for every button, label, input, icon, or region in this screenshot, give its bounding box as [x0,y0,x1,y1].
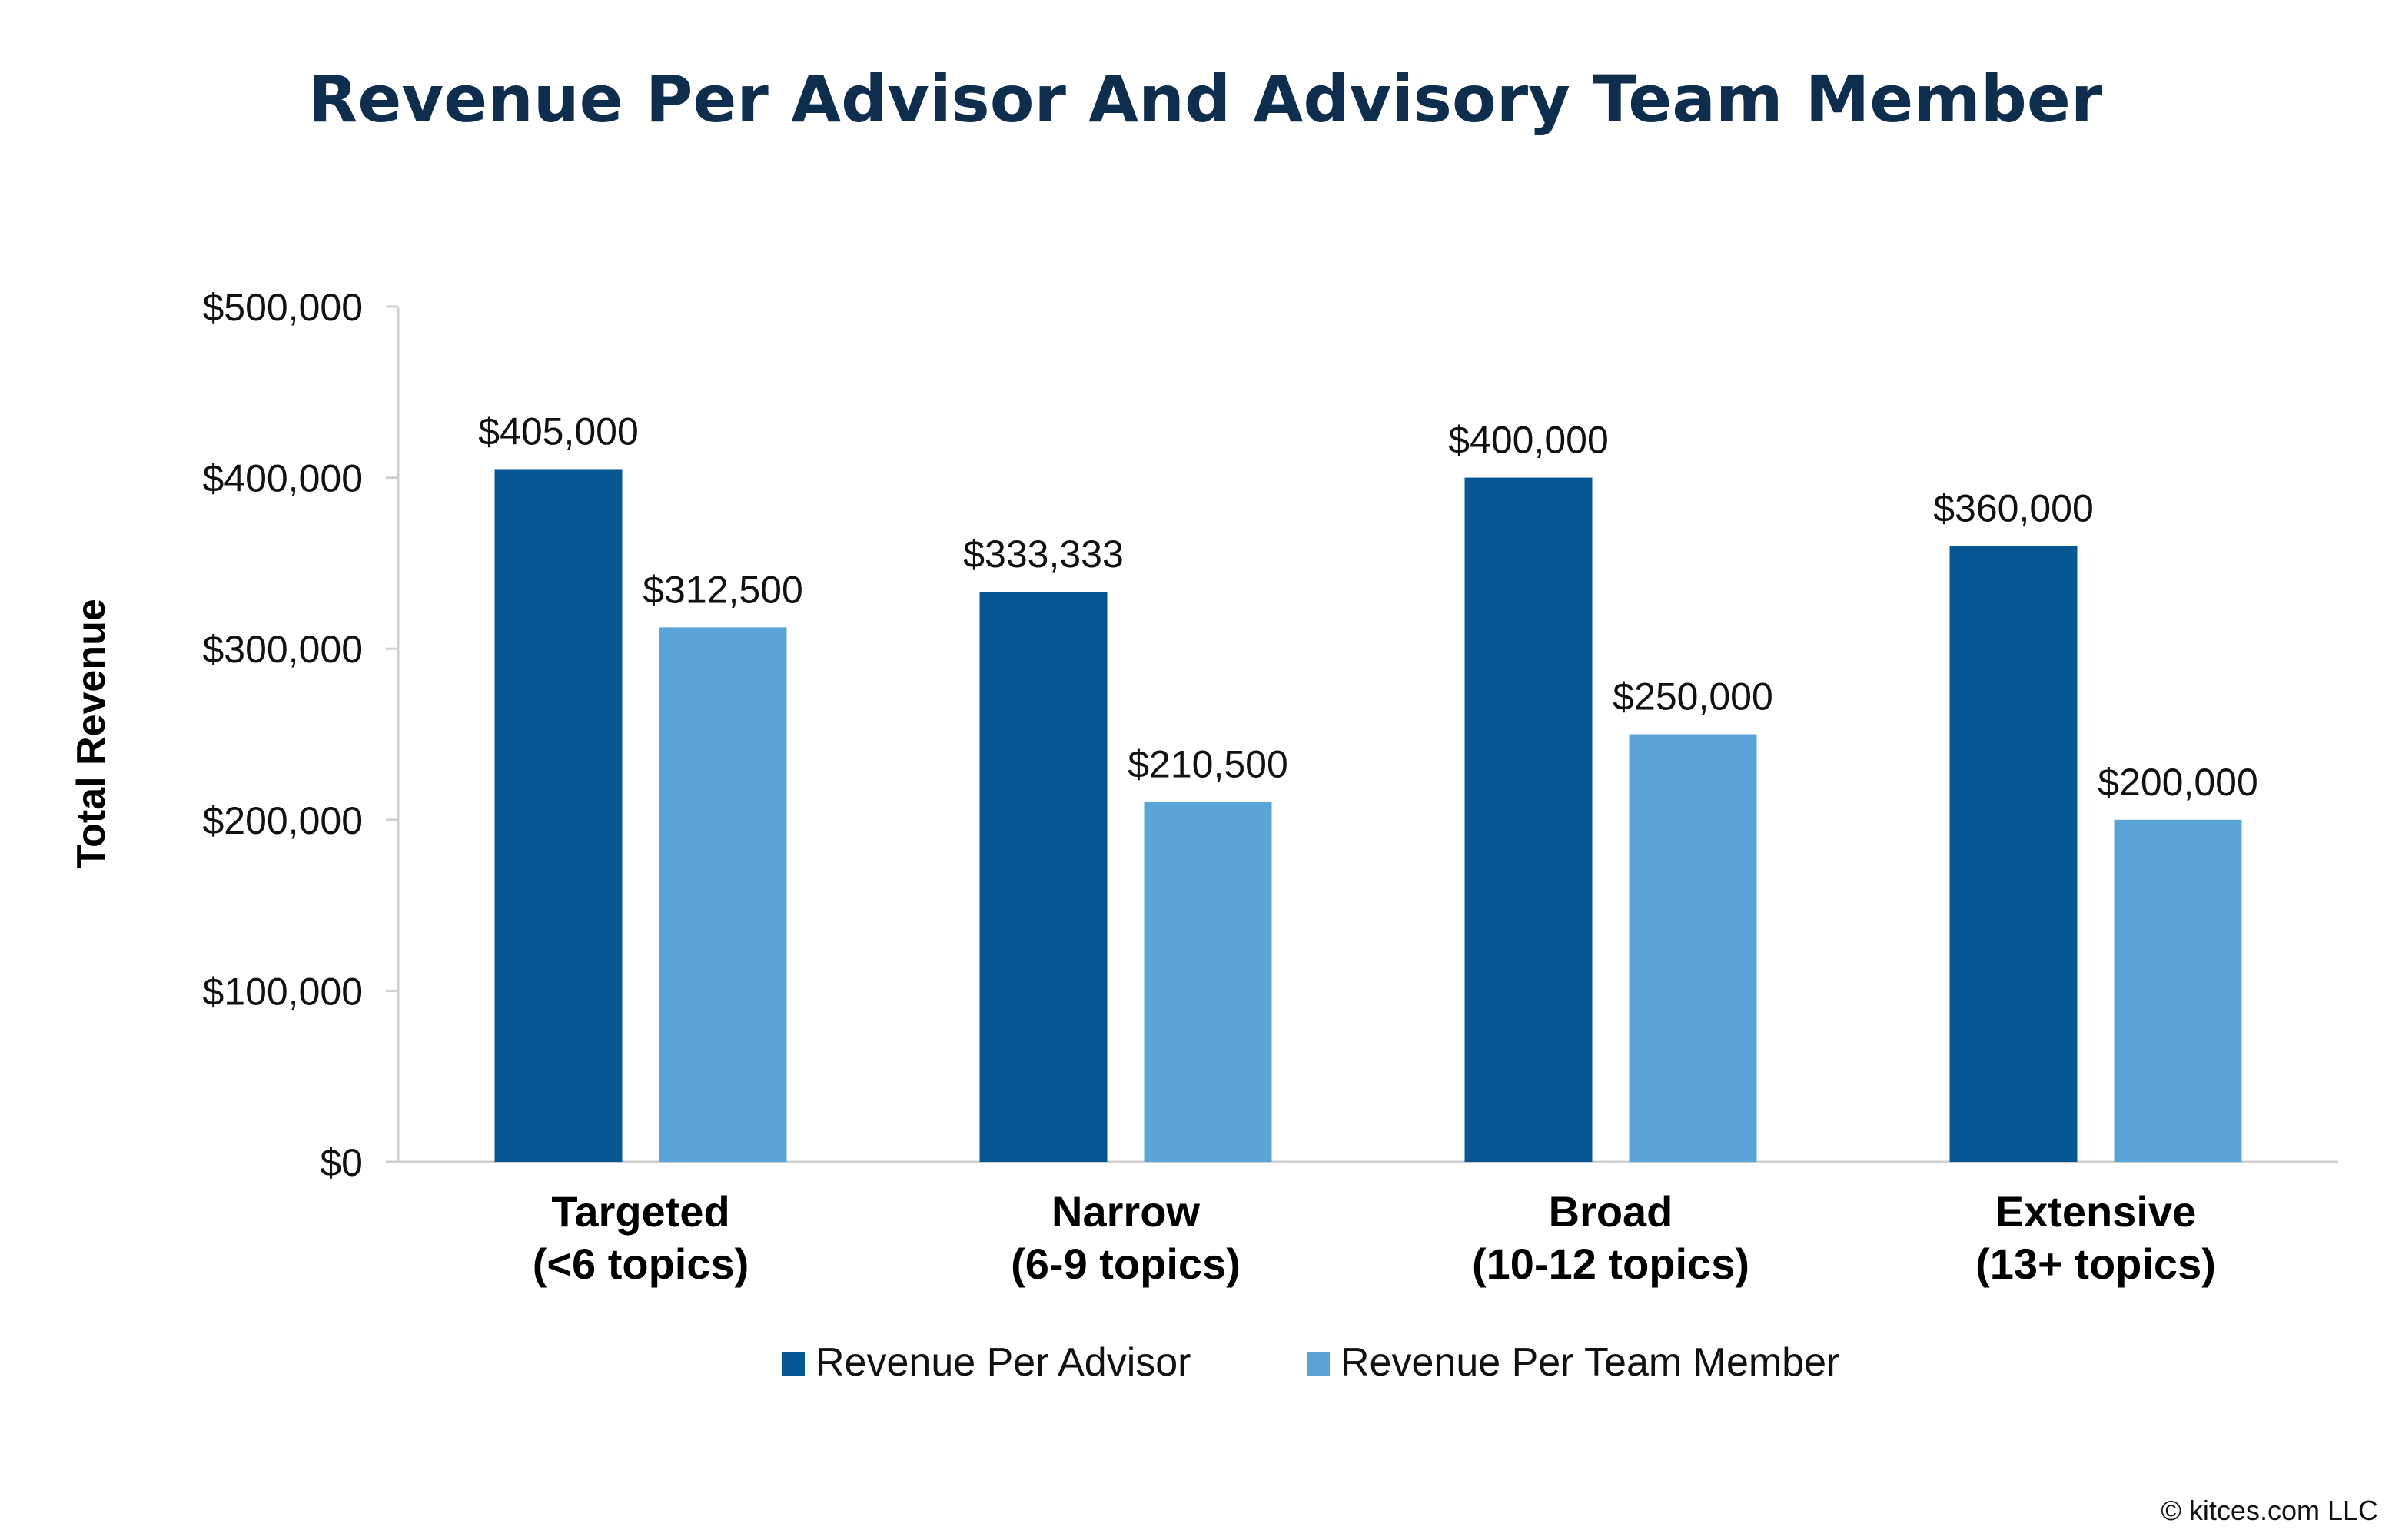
y-axis-title: Total Revenue [69,599,114,869]
data-label: $333,333 [963,533,1124,576]
y-tick-label: $400,000 [202,457,363,500]
bar [1464,477,1593,1162]
data-label: $400,000 [1448,419,1609,462]
x-tick-label: (<6 topics) [533,1240,749,1288]
y-tick-label: $200,000 [202,799,363,842]
data-labels-group: $405,000 $312,500 $333,333 $210,500 $400,000… [478,410,2258,803]
bar [979,592,1108,1162]
bar [494,469,623,1162]
x-tick-label: Narrow [1051,1187,1200,1236]
x-tick-label: (13+ topics) [1975,1240,2216,1288]
chart-title: Revenue Per Advisor And Advisory Team Me… [308,61,2103,137]
copyright-credit: © kitces.com LLC [2161,1495,2378,1526]
bar [2114,819,2242,1162]
x-tick-label: (6-9 topics) [1011,1240,1241,1288]
data-label: $210,500 [1128,742,1288,785]
bars-group [494,469,2242,1162]
data-label: $250,000 [1613,675,1773,719]
legend: Revenue Per Advisor Revenue Per Team Memb… [782,1340,1839,1385]
legend-label: Revenue Per Team Member [1341,1340,1839,1385]
data-label: $312,500 [643,568,803,611]
data-label: $360,000 [1933,487,2094,530]
y-tick-label: $100,000 [202,970,363,1013]
bar [1629,734,1757,1162]
y-tick-label: $300,000 [202,628,363,671]
y-axis: $0 $100,000 $200,000 $300,000 $400,000 $500,0… [202,286,400,1184]
category-labels-group: Targeted(<6 topics) Narrow(6-9 topics) Bro… [533,1187,2216,1288]
bar [1949,546,2078,1162]
legend-label: Revenue Per Advisor [816,1340,1191,1385]
y-tick-label: $0 [320,1141,363,1184]
data-label: $200,000 [2098,761,2258,804]
data-label: $405,000 [478,410,639,453]
x-tick-label: Extensive [1995,1187,2197,1236]
x-tick-label: Broad [1549,1187,1673,1236]
x-tick-label: (10-12 topics) [1472,1240,1749,1288]
legend-swatch [1307,1352,1330,1376]
x-tick-label: Targeted [551,1187,729,1236]
legend-swatch [782,1352,805,1376]
y-tick-label: $500,000 [202,286,363,329]
bar [1144,802,1272,1162]
bar [659,627,787,1162]
